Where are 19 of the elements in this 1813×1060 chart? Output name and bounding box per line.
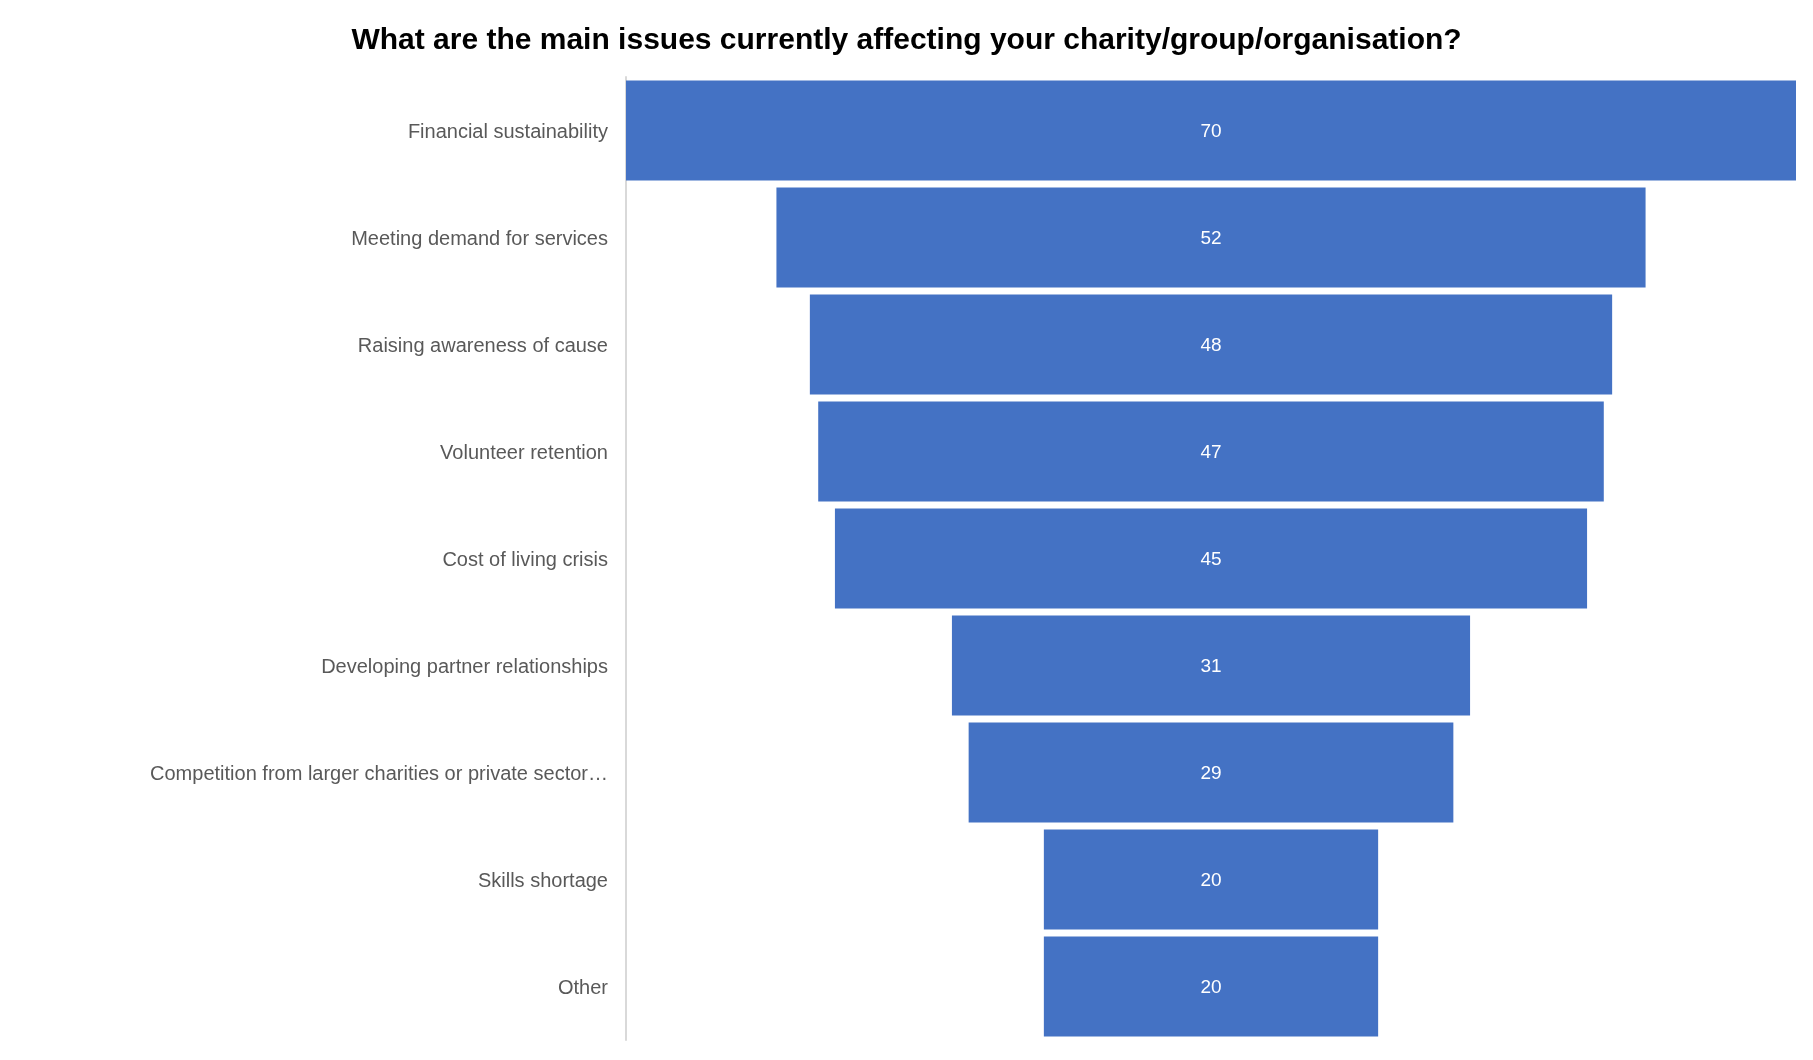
data-label: 20	[1200, 976, 1222, 997]
category-label: Cost of living crisis	[442, 547, 608, 570]
data-label: 45	[1200, 548, 1222, 569]
data-label: 52	[1200, 227, 1222, 248]
category-label: Raising awareness of cause	[357, 333, 608, 356]
data-label: 70	[1200, 120, 1222, 141]
category-label: Developing partner relationships	[321, 654, 608, 677]
category-label: Skills shortage	[477, 868, 608, 891]
text: What are the main issues currently affecting your charity/group/organisation?	[351, 21, 1462, 55]
data-label: 47	[1200, 441, 1222, 462]
category-label: Volunteer retention	[440, 440, 608, 463]
data-label: 20	[1200, 869, 1222, 890]
data-label: 29	[1200, 762, 1222, 783]
category-label: Other	[557, 975, 609, 998]
data-label: 31	[1200, 655, 1222, 676]
data-label: 48	[1200, 334, 1222, 355]
category-label: Competition from larger charities or private sector…	[150, 761, 608, 784]
category-label: Financial sustainability	[407, 119, 608, 142]
category-label: Meeting demand for services	[351, 226, 608, 249]
